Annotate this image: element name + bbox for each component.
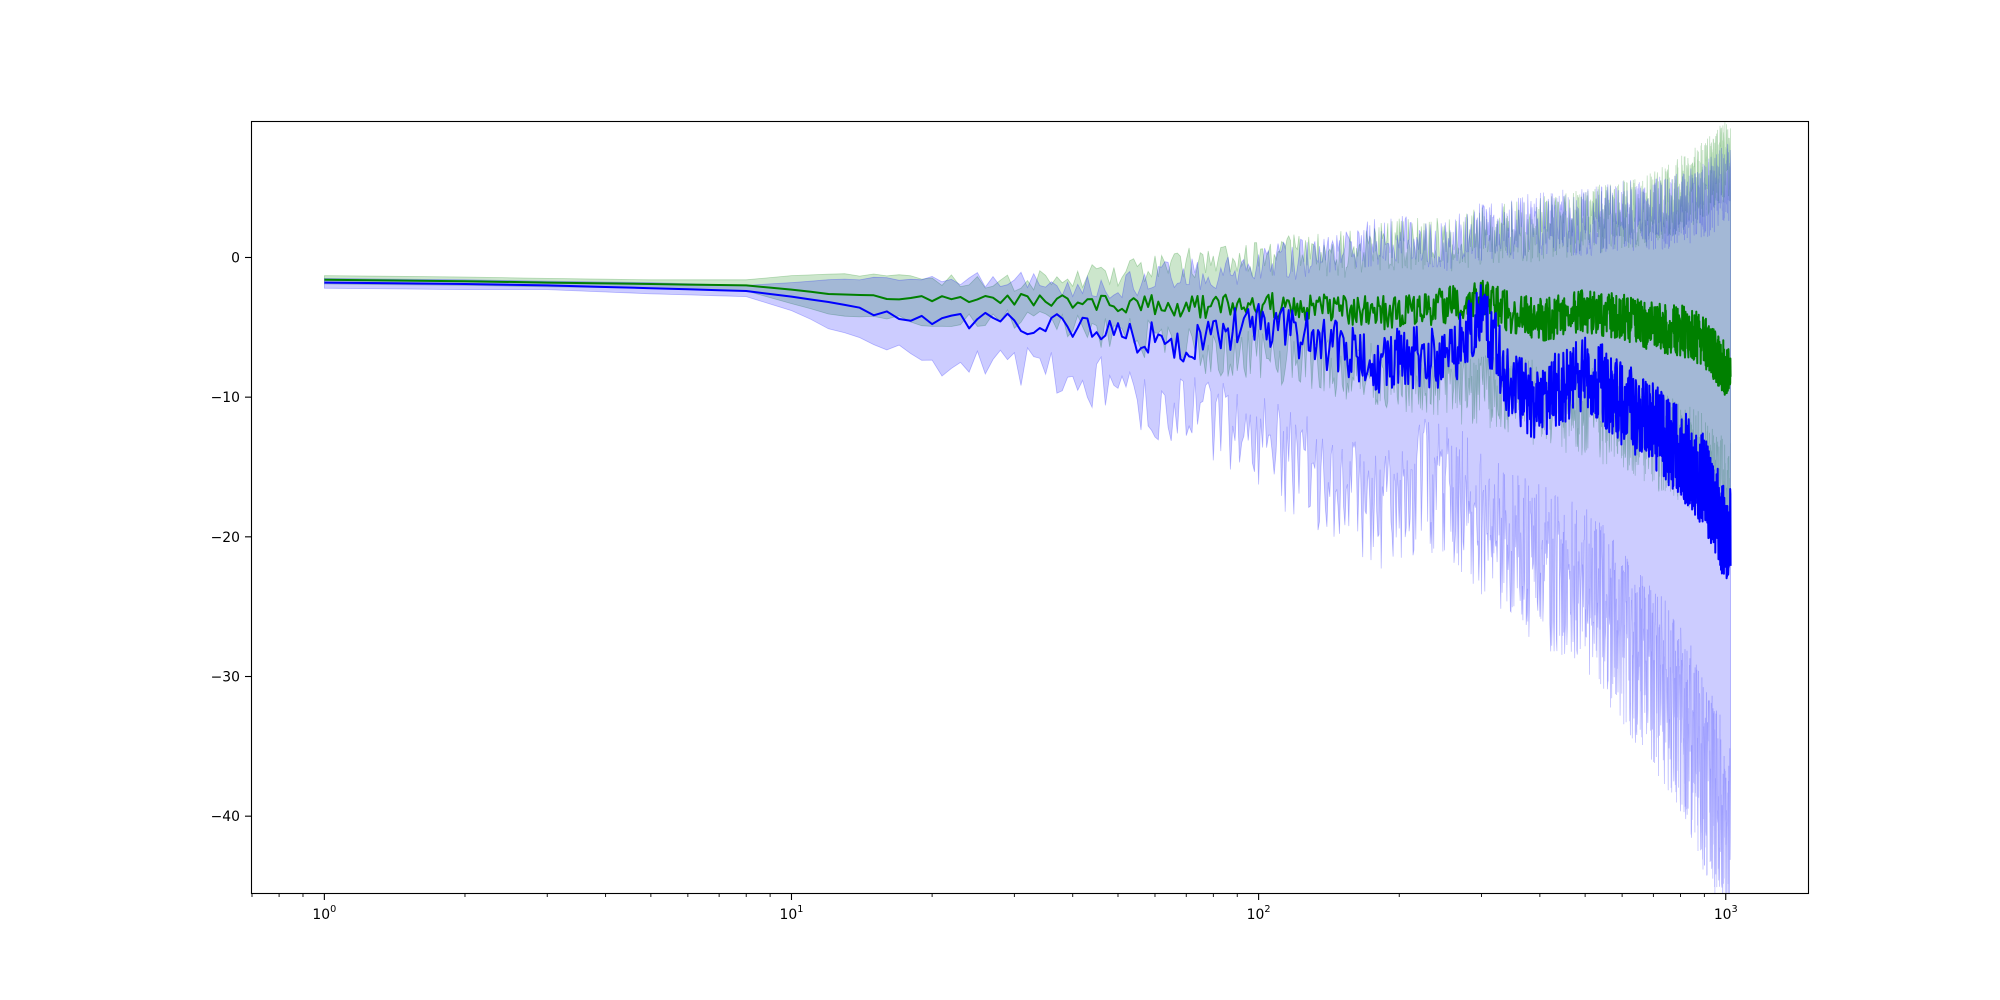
y-tick-label: −20 bbox=[211, 530, 240, 546]
x-tick-label: 102 bbox=[1247, 904, 1271, 923]
series-1-line bbox=[324, 278, 1732, 396]
y-tick-label: 0 bbox=[231, 250, 240, 266]
x-tick-label: 100 bbox=[312, 904, 336, 923]
y-tick-label: −40 bbox=[211, 809, 240, 825]
series-2-line bbox=[324, 281, 1732, 580]
plot-area bbox=[324, 122, 1732, 894]
x-tick-label: 103 bbox=[1714, 904, 1738, 923]
y-tick-label: −30 bbox=[211, 670, 240, 686]
x-axis: 100 101 102 103 bbox=[251, 893, 1738, 923]
x-tick-label: 101 bbox=[780, 904, 804, 923]
series-2-band bbox=[324, 143, 1731, 894]
y-axis: 0 −10 −20 −30 −40 bbox=[211, 250, 252, 825]
y-tick-label: −10 bbox=[211, 390, 240, 406]
axes-frame bbox=[250, 120, 1810, 895]
